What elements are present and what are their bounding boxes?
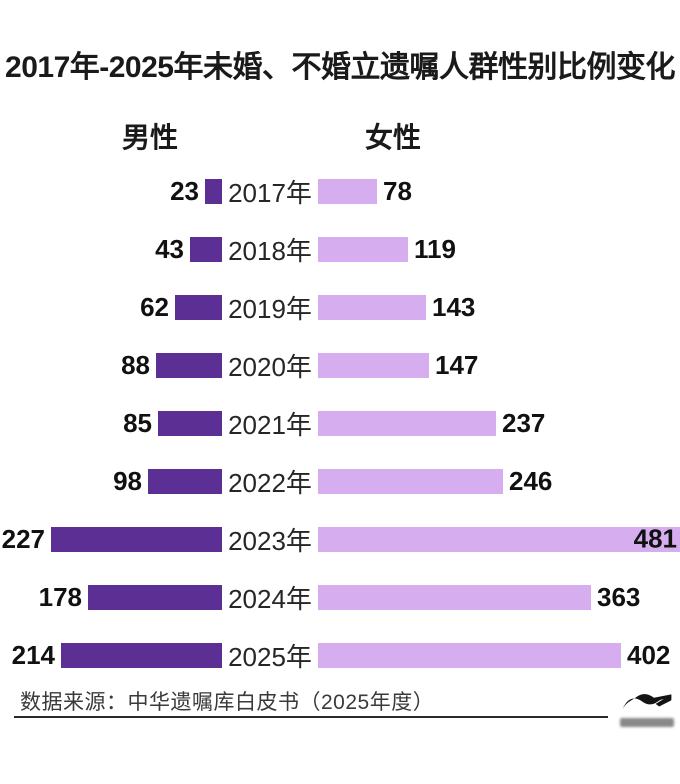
female-value-label: 78: [383, 175, 412, 206]
chart-row: 98 2022年 246: [0, 452, 680, 510]
male-bar-zone: 23: [0, 176, 222, 207]
female-value-label: 119: [414, 233, 456, 264]
year-label: 2023年: [228, 525, 312, 556]
female-value-label: 147: [435, 349, 479, 380]
year-label: 2024年: [228, 583, 312, 614]
year-label: 2022年: [228, 467, 312, 498]
year-label: 2019年: [228, 293, 312, 324]
female-bar: [318, 294, 426, 320]
female-bar: [318, 178, 377, 204]
watermark-text-illegible: [620, 718, 674, 727]
male-bar: [51, 526, 222, 552]
year-label: 2021年: [228, 409, 312, 440]
male-value-label: 214: [11, 639, 55, 670]
female-bar: [318, 468, 503, 494]
female-bar-zone: 119: [318, 234, 680, 265]
male-bar-zone: 227: [0, 524, 222, 555]
male-value-label: 62: [140, 291, 169, 322]
male-bar: [148, 468, 222, 494]
data-source-note: 数据来源：中华遗嘱库白皮书（2025年度）: [20, 691, 435, 714]
female-bar-zone: 246: [318, 466, 680, 497]
male-value-label: 85: [123, 407, 152, 438]
male-bar-zone: 88: [0, 350, 222, 381]
female-value-label: 246: [509, 465, 553, 496]
male-value-label: 88: [121, 349, 150, 380]
female-bar-zone: 78: [318, 176, 680, 207]
wave-logo-icon: [618, 690, 676, 716]
male-value-label: 227: [1, 523, 45, 554]
female-bar: [318, 584, 591, 610]
year-label: 2017年: [228, 177, 312, 208]
chart-title: 2017年-2025年未婚、不婚立遗嘱人群性别比例变化: [5, 51, 675, 84]
female-bar: [318, 236, 408, 262]
chart-rows: 23 2017年 78 43 2018年 119 62 2019年 143 88 2020年 147 8…: [0, 162, 680, 684]
female-bar: [318, 352, 429, 378]
female-bar-zone: 363: [318, 582, 680, 613]
female-bar-zone: 237: [318, 408, 680, 439]
female-value-label: 237: [502, 407, 546, 438]
male-bar-zone: 85: [0, 408, 222, 439]
chart-row: 43 2018年 119: [0, 220, 680, 278]
female-bar-zone: 143: [318, 292, 680, 323]
male-bar-zone: 98: [0, 466, 222, 497]
chart-row: 88 2020年 147: [0, 336, 680, 394]
male-bar: [158, 410, 222, 436]
footer-divider: [14, 716, 608, 718]
chart-row: 178 2024年 363: [0, 568, 680, 626]
chart-row: 85 2021年 237: [0, 394, 680, 452]
male-bar: [190, 236, 222, 262]
male-bar-zone: 178: [0, 582, 222, 613]
male-value-label: 178: [38, 581, 82, 612]
male-value-label: 23: [170, 175, 199, 206]
female-bar-zone: 147: [318, 350, 680, 381]
chart-row: 227 2023年 481: [0, 510, 680, 568]
male-bar: [88, 584, 222, 610]
male-bar-zone: 214: [0, 640, 222, 671]
female-value-label: 402: [627, 639, 671, 670]
female-bar: 481: [318, 523, 680, 554]
female-value-label: 481: [633, 523, 677, 554]
female-bar-zone: 402: [318, 640, 680, 671]
male-value-label: 43: [155, 233, 184, 264]
male-column-label: 男性: [122, 122, 179, 153]
male-bar: [205, 178, 222, 204]
year-label: 2025年: [228, 641, 312, 672]
column-headers: 男性 女性: [0, 116, 680, 153]
female-bar: [318, 410, 496, 436]
female-value-label: 143: [432, 291, 476, 322]
male-value-label: 98: [113, 465, 142, 496]
female-bar: [318, 642, 621, 668]
male-bar: [175, 294, 222, 320]
chart-row: 23 2017年 78: [0, 162, 680, 220]
year-label: 2020年: [228, 351, 312, 382]
female-bar-zone: 481: [318, 523, 680, 554]
chart-row: 214 2025年 402: [0, 626, 680, 684]
male-bar: [61, 642, 222, 668]
male-bar-zone: 43: [0, 234, 222, 265]
chart-row: 62 2019年 143: [0, 278, 680, 336]
male-bar-zone: 62: [0, 292, 222, 323]
year-label: 2018年: [228, 235, 312, 266]
female-column-label: 女性: [365, 122, 422, 153]
female-value-label: 363: [597, 581, 641, 612]
male-bar: [156, 352, 222, 378]
brand-watermark: [618, 690, 676, 727]
